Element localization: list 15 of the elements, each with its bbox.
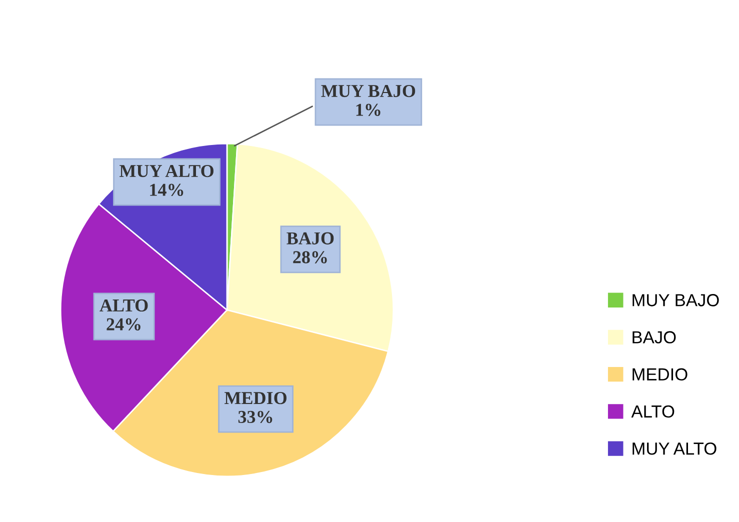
data-label: 33% (238, 410, 272, 424)
slice-label: BAJO (286, 232, 334, 244)
legend-label: MEDIO (632, 368, 688, 381)
legend-label: BAJO (632, 331, 676, 344)
data-label: 14% (150, 184, 184, 196)
legend-label: MUY BAJO (632, 294, 719, 306)
slice-label: MUY BAJO (321, 84, 416, 98)
legend-label: MUY ALTO (632, 442, 716, 455)
data-label: 24% (106, 318, 140, 330)
legend-label: ALTO (631, 405, 674, 418)
data-label: 28% (293, 251, 327, 264)
data-label: 1% (356, 104, 380, 116)
slice-label: MUY ALTO (120, 164, 214, 178)
slice-label: MEDIO (224, 392, 286, 404)
slice-label: ALTO (100, 299, 148, 312)
